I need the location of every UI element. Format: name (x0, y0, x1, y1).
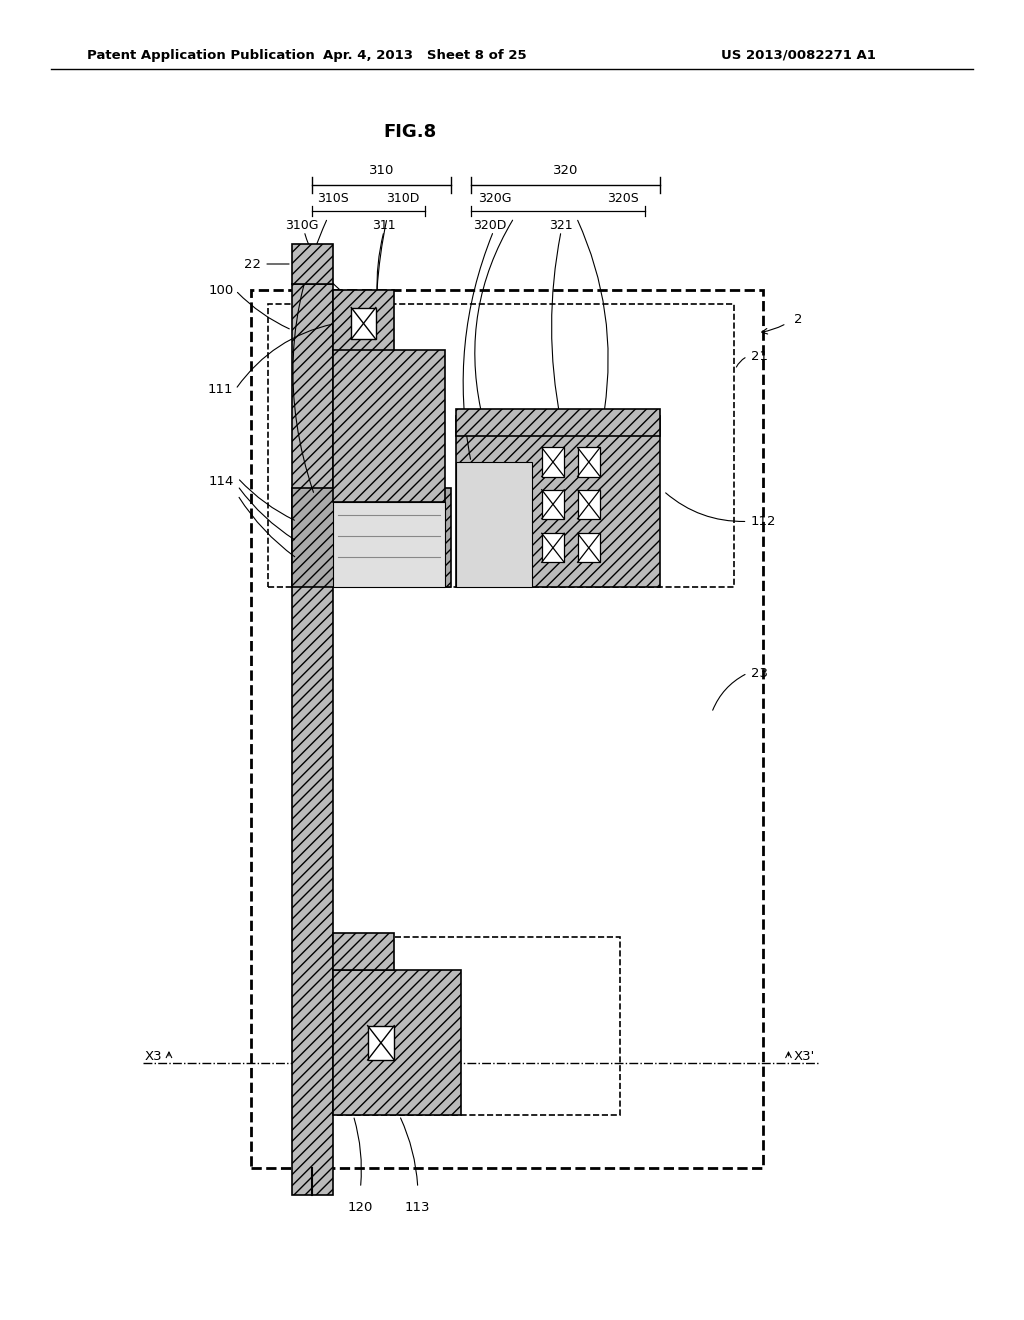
Bar (456, 416, 660, 587)
Bar (268, 304, 734, 587)
Bar (542, 533, 564, 562)
Text: 2: 2 (794, 313, 802, 326)
Text: FIG.8: FIG.8 (383, 123, 436, 141)
Bar (333, 350, 445, 502)
Text: 310D: 310D (386, 191, 419, 205)
Bar (328, 937, 620, 1115)
Text: 120: 120 (348, 1201, 373, 1214)
Bar (542, 447, 564, 477)
Text: 112: 112 (751, 515, 776, 528)
Bar (351, 308, 376, 339)
Text: 22: 22 (244, 257, 261, 271)
Text: 320G: 320G (478, 191, 511, 205)
Text: 111: 111 (208, 383, 233, 396)
Text: 310G: 310G (286, 219, 318, 232)
Text: 321: 321 (549, 219, 573, 232)
Text: 100: 100 (208, 284, 233, 297)
Text: 310S: 310S (316, 191, 349, 205)
Text: 21: 21 (751, 350, 768, 363)
Text: 114: 114 (208, 475, 233, 488)
Bar (578, 447, 600, 477)
Text: Patent Application Publication: Patent Application Publication (87, 49, 314, 62)
Text: 320: 320 (553, 164, 579, 177)
Text: Apr. 4, 2013   Sheet 8 of 25: Apr. 4, 2013 Sheet 8 of 25 (324, 49, 526, 62)
Text: 23: 23 (751, 667, 768, 680)
Bar (292, 244, 333, 284)
Bar (292, 488, 451, 587)
Text: 320D: 320D (473, 219, 506, 232)
Text: 113: 113 (406, 1201, 430, 1214)
Bar (333, 970, 461, 1115)
Bar (456, 409, 660, 436)
Text: US 2013/0082271 A1: US 2013/0082271 A1 (721, 49, 877, 62)
Text: X3': X3' (794, 1049, 815, 1063)
Bar (292, 284, 333, 1195)
Bar (542, 490, 564, 519)
Text: 320S: 320S (606, 191, 639, 205)
Bar (368, 1026, 394, 1060)
Bar (578, 490, 600, 519)
Bar (333, 933, 394, 970)
Bar (578, 533, 600, 562)
Bar (251, 290, 763, 1168)
Bar (333, 502, 445, 587)
Bar (456, 462, 532, 587)
Text: 310: 310 (369, 164, 394, 177)
Text: 311: 311 (372, 219, 396, 232)
Bar (333, 290, 394, 356)
Text: X3: X3 (144, 1049, 162, 1063)
